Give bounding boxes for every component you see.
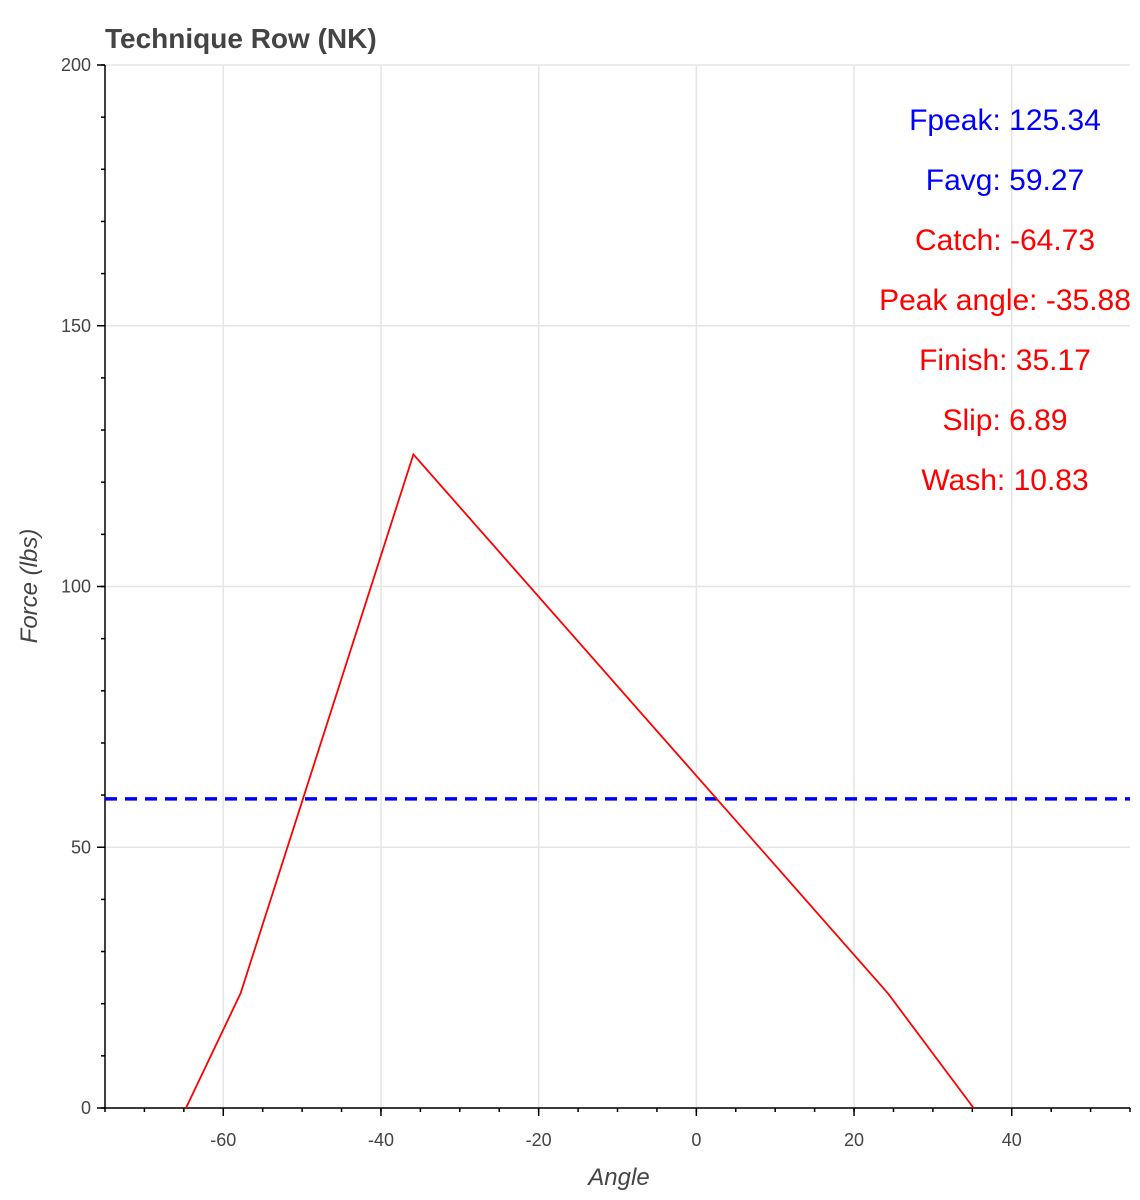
plot-area [105, 452, 1130, 1109]
finish-annotation: Finish: 35.17 [919, 344, 1091, 377]
chart-title: Technique Row (NK) [105, 23, 377, 54]
peak-angle-annotation: Peak angle: -35.88 [879, 284, 1131, 317]
force-curve-line [185, 452, 975, 1109]
x-tick-label: -60 [210, 1130, 236, 1150]
y-tick-label: 50 [71, 837, 91, 857]
x-axis-label: Angle [586, 1164, 649, 1191]
y-tick-label: 150 [61, 316, 91, 336]
x-tick-label: 20 [844, 1130, 864, 1150]
grid [105, 64, 1130, 1109]
y-axis-label: Force (lbs) [16, 529, 43, 644]
fpeak-annotation: Fpeak: 125.34 [909, 104, 1101, 137]
x-tick-label: -20 [526, 1130, 552, 1150]
y-tick-label: 200 [61, 55, 91, 75]
x-tick-label: 0 [691, 1130, 701, 1150]
y-tick-label: 100 [61, 577, 91, 597]
slip-annotation: Slip: 6.89 [942, 404, 1067, 437]
wash-annotation: Wash: 10.83 [921, 464, 1088, 497]
y-tick-label: 0 [81, 1098, 91, 1118]
catch-annotation: Catch: -64.73 [915, 224, 1095, 257]
ticks: -60 -40 -20 0 20 40 0 50 100 150 200 [61, 55, 1131, 1150]
favg-annotation: Favg: 59.27 [926, 164, 1084, 197]
x-tick-label: 40 [1002, 1130, 1022, 1150]
x-tick-label: -40 [368, 1130, 394, 1150]
annotations: Fpeak: 125.34 Favg: 59.27 Catch: -64.73 Pea… [879, 104, 1131, 497]
